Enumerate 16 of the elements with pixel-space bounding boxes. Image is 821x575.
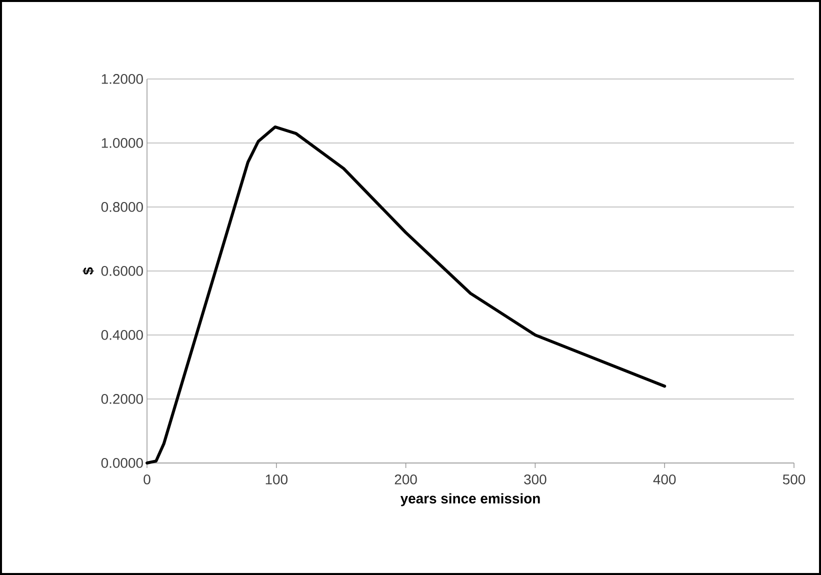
x-tick-label: 300 xyxy=(524,474,546,484)
x-tick-label: 100 xyxy=(266,474,288,484)
x-tick-label: 400 xyxy=(653,474,676,484)
x-axis-title: years since emission xyxy=(400,493,540,506)
y-tick-label: 0.8000 xyxy=(101,202,143,212)
y-axis-title: $ xyxy=(82,267,94,275)
x-tick-label: 500 xyxy=(782,474,806,484)
y-tick-label: 0.2000 xyxy=(101,394,143,404)
y-tick-label: 1.0000 xyxy=(102,138,143,148)
y-tick-label: 0.4000 xyxy=(101,330,143,340)
y-tick-label: 0.6000 xyxy=(101,266,143,276)
x-tick-label: 200 xyxy=(394,474,417,484)
y-tick-label: 0.0000 xyxy=(101,458,143,468)
x-tick-label: 0 xyxy=(144,474,150,484)
y-tick-label: 1.2000 xyxy=(102,74,143,84)
line-series xyxy=(146,125,666,464)
